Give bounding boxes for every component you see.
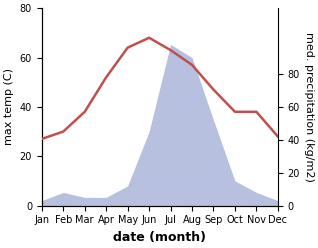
X-axis label: date (month): date (month) (113, 231, 206, 244)
Y-axis label: max temp (C): max temp (C) (4, 68, 14, 145)
Y-axis label: med. precipitation (kg/m2): med. precipitation (kg/m2) (304, 32, 314, 182)
